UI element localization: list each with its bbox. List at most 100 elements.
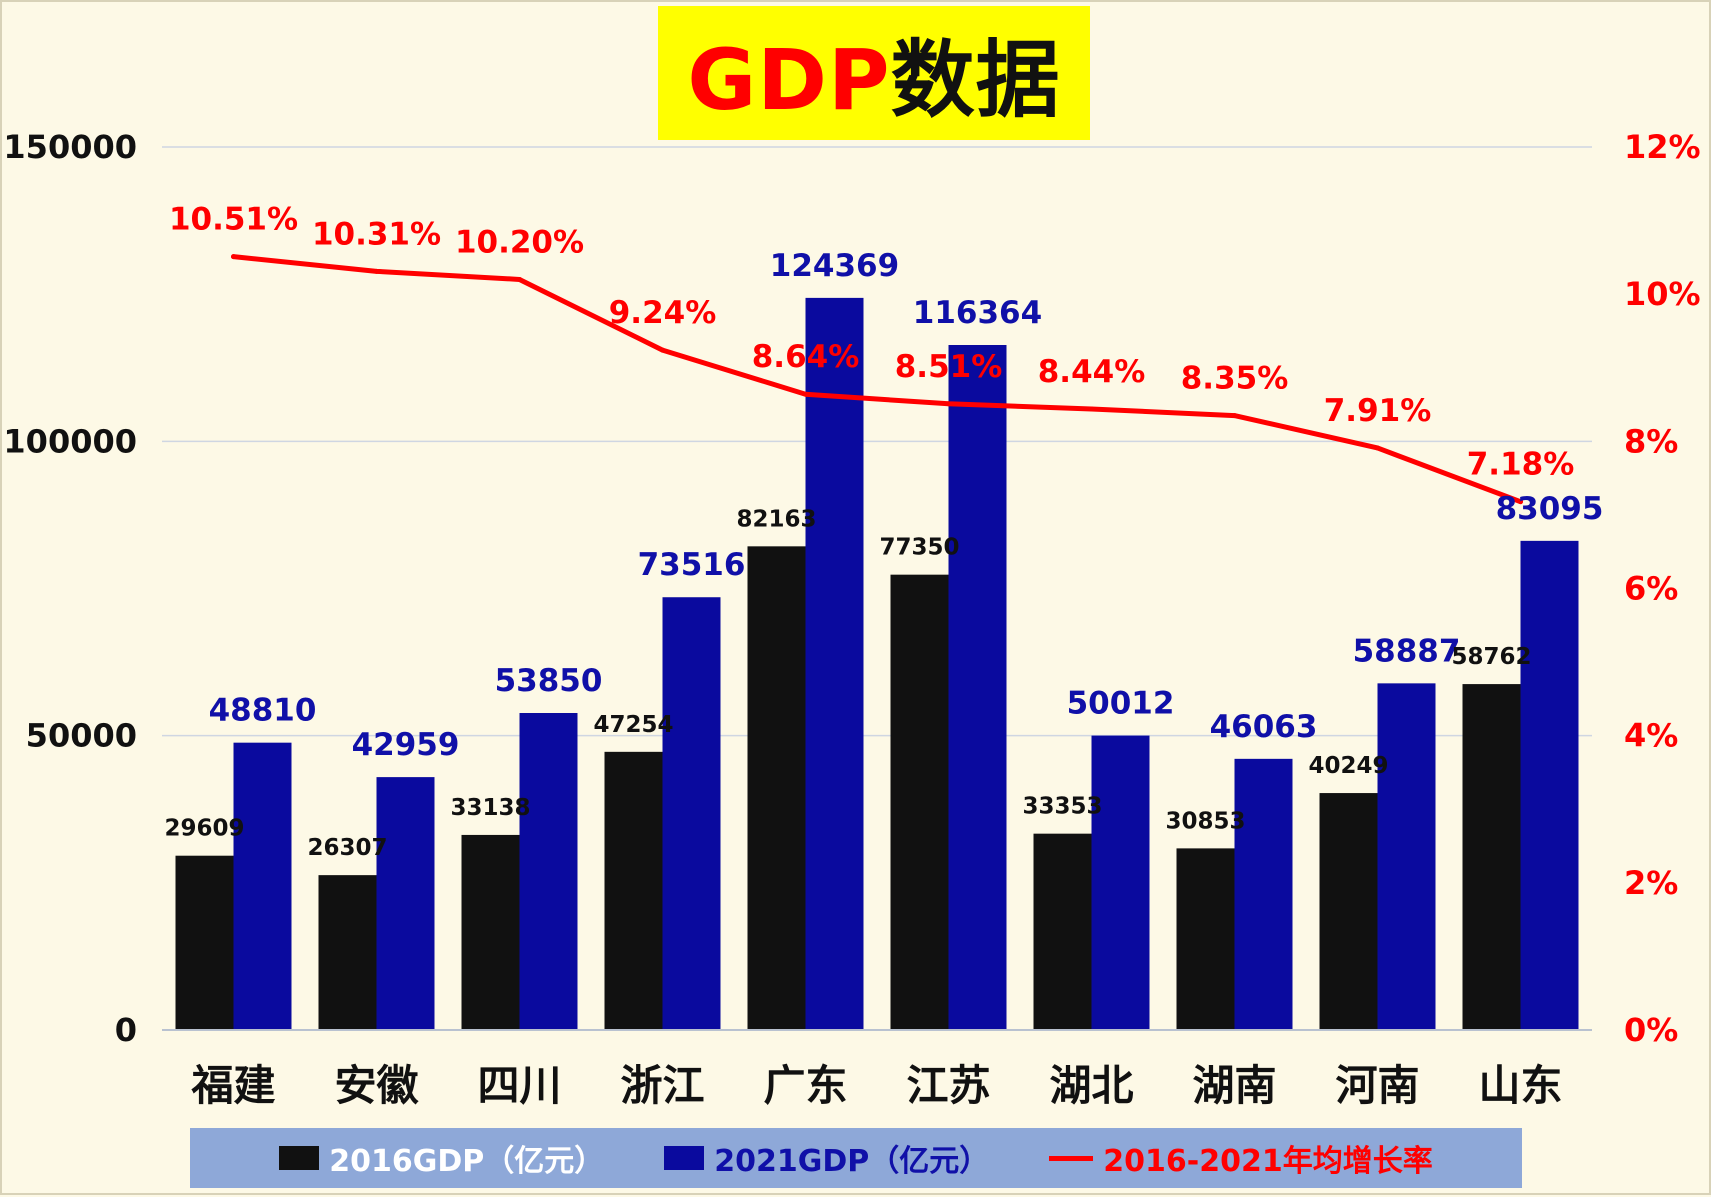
y-left-tick-label: 150000 <box>3 128 137 166</box>
data-label-rate: 8.64% <box>752 339 860 375</box>
y-left-tick-label: 100000 <box>3 422 137 460</box>
x-category-label: 湖南 <box>1192 1061 1276 1110</box>
y-right-tick-label: 4% <box>1624 717 1678 755</box>
bar-2021 <box>519 713 578 1030</box>
data-label-rate: 10.51% <box>169 202 298 238</box>
bar-2021 <box>376 777 435 1030</box>
legend-item-2016: 2016GDP（亿元） <box>279 1136 604 1180</box>
x-category-label: 四川 <box>477 1061 561 1110</box>
data-label-2016: 40249 <box>1308 753 1388 779</box>
chart-title: GDP数据 <box>687 13 1060 134</box>
x-category-label: 浙江 <box>620 1061 704 1110</box>
growth-rate-point <box>803 391 808 397</box>
growth-rate-point <box>1375 445 1380 451</box>
y-left-tick-label: 50000 <box>26 717 137 755</box>
bar-2016 <box>1462 684 1521 1030</box>
chart-title-latin: GDP <box>687 30 891 129</box>
axis-layer: 0 50000 100000 150000 0% 2% 4% 6% 8% 10% 12% 福建 安徽 四川… <box>3 128 1700 1110</box>
y-left-tick-label: 0 <box>115 1011 137 1049</box>
growth-rate-point <box>374 268 379 274</box>
data-label-rate: 8.44% <box>1038 354 1146 390</box>
y-right-tick-label: 8% <box>1624 422 1678 460</box>
bar-2016 <box>175 855 234 1030</box>
y-right-tick-label: 12% <box>1624 128 1701 166</box>
x-category-label: 广东 <box>763 1061 847 1110</box>
data-label-rate: 9.24% <box>609 295 717 331</box>
legend-item-rate: 2016-2021年均增长率 <box>1049 1136 1433 1180</box>
data-label-2016: 77350 <box>879 535 959 561</box>
legend-swatch-2021 <box>664 1146 705 1170</box>
data-label-2016: 26307 <box>307 835 387 861</box>
growth-rate-point <box>946 401 951 407</box>
bar-2021 <box>805 297 864 1030</box>
data-label-2021: 48810 <box>209 693 317 729</box>
x-category-label: 湖北 <box>1049 1061 1133 1110</box>
x-category-label: 安徽 <box>334 1061 419 1110</box>
bar-2016 <box>461 834 520 1030</box>
legend-item-2021: 2021GDP（亿元） <box>664 1136 989 1180</box>
bar-2016 <box>1033 833 1092 1030</box>
bar-2021 <box>1234 758 1293 1030</box>
data-label-2016: 33138 <box>450 795 530 821</box>
growth-rate-point <box>1232 413 1237 419</box>
bar-2021 <box>1091 735 1150 1030</box>
data-label-2016: 30853 <box>1165 808 1245 834</box>
line-layer <box>231 254 1523 505</box>
growth-rate-point <box>660 347 665 353</box>
bar-2021 <box>233 742 292 1030</box>
legend-label-rate: 2016-2021年均增长率 <box>1103 1144 1433 1179</box>
data-label-rate: 10.31% <box>312 216 441 252</box>
bars-layer <box>175 297 1579 1030</box>
bar-2021 <box>662 597 721 1030</box>
chart-title-box: GDP数据 <box>658 6 1090 140</box>
data-label-2021: 83095 <box>1496 491 1604 527</box>
legend-swatch-rate <box>1049 1155 1094 1161</box>
data-label-2021: 58887 <box>1353 633 1461 669</box>
bar-2016 <box>318 875 377 1030</box>
data-label-2021: 73516 <box>638 547 746 583</box>
x-category-label: 山东 <box>1478 1061 1562 1110</box>
bar-2016 <box>747 546 806 1030</box>
data-label-2016: 47254 <box>593 712 673 738</box>
data-label-2016: 29609 <box>164 816 244 842</box>
data-label-rate: 8.35% <box>1181 361 1289 397</box>
bar-2016 <box>604 751 663 1030</box>
data-label-2016: 82163 <box>736 506 816 532</box>
data-label-2021: 53850 <box>495 663 603 699</box>
legend-label-2021: 2021GDP（亿元） <box>714 1144 990 1179</box>
y-right-tick-label: 10% <box>1624 275 1701 313</box>
x-category-label: 江苏 <box>906 1061 990 1110</box>
x-category-label: 福建 <box>190 1061 275 1110</box>
data-label-2021: 46063 <box>1210 709 1318 745</box>
bar-2021 <box>948 345 1007 1030</box>
legend-swatch-2016 <box>279 1146 320 1170</box>
growth-rate-point <box>1089 406 1094 412</box>
y-right-tick-label: 0% <box>1624 1011 1678 1049</box>
growth-rate-line <box>231 254 1523 505</box>
bar-2021 <box>1520 540 1579 1030</box>
chart-title-cjk: 数据 <box>890 30 1061 129</box>
growth-rate-point <box>231 254 236 260</box>
y-right-tick-label: 2% <box>1624 864 1678 902</box>
data-label-rate: 10.20% <box>455 224 584 260</box>
growth-rate-point <box>517 276 522 282</box>
x-category-label: 河南 <box>1335 1061 1419 1110</box>
data-label-rate: 7.18% <box>1467 447 1575 483</box>
bar-2016 <box>1319 793 1378 1030</box>
bar-2021 <box>1377 683 1436 1030</box>
bar-2016 <box>1176 848 1235 1030</box>
y-right-tick-label: 6% <box>1624 570 1678 608</box>
data-label-2021: 116364 <box>913 295 1042 331</box>
data-label-2016: 58762 <box>1451 644 1531 670</box>
data-label-2021: 124369 <box>770 248 899 284</box>
data-label-rate: 8.51% <box>895 349 1003 385</box>
growth-rate-point <box>1518 499 1523 505</box>
legend: 2016GDP（亿元） 2021GDP（亿元） 2016-2021年均增长率 <box>190 1128 1522 1188</box>
bar-2016 <box>890 574 949 1030</box>
data-label-2016: 33353 <box>1022 794 1102 820</box>
data-label-2021: 50012 <box>1067 686 1175 722</box>
legend-label-2016: 2016GDP（亿元） <box>329 1144 605 1179</box>
data-label-2021: 42959 <box>352 727 460 763</box>
